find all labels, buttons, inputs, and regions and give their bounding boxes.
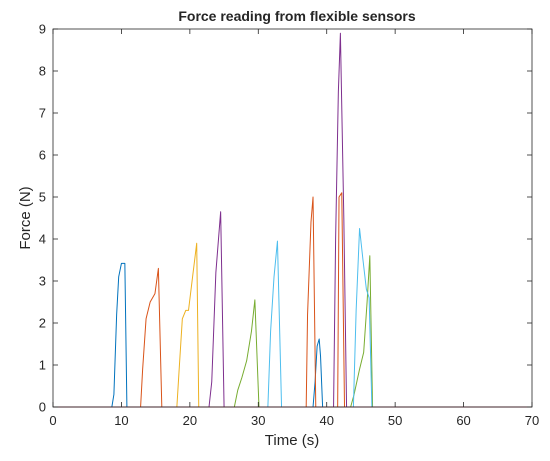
y-tick-label: 8 (39, 64, 46, 79)
series-line-2 (53, 192, 532, 408)
y-axis-label: Force (N) (17, 186, 34, 249)
y-tick-label: 0 (39, 400, 46, 415)
y-tick-label: 4 (39, 232, 46, 247)
x-tick-label: 50 (388, 413, 402, 428)
y-tick-label: 9 (39, 22, 46, 37)
x-tick-label: 60 (456, 413, 470, 428)
x-tick-label: 10 (114, 413, 128, 428)
series-line-6 (53, 228, 532, 408)
x-tick-label: 30 (251, 413, 265, 428)
y-tick-label: 1 (39, 358, 46, 373)
series-line-3 (53, 242, 532, 408)
x-axis: 0 10 20 30 40 50 60 70 (49, 29, 539, 428)
y-axis: 0 1 2 3 4 5 6 7 8 9 (39, 22, 532, 415)
x-tick-label: 40 (319, 413, 333, 428)
plot-area (52, 28, 533, 408)
y-tick-label: 7 (39, 106, 46, 121)
y-tick-label: 6 (39, 148, 46, 163)
x-axis-label: Time (s) (265, 432, 319, 449)
x-tick-label: 20 (183, 413, 197, 428)
plot-background (53, 29, 532, 407)
x-tick-label: 70 (525, 413, 539, 428)
x-tick-label: 0 (49, 413, 56, 428)
y-tick-label: 3 (39, 274, 46, 289)
y-tick-label: 2 (39, 316, 46, 331)
chart-title: Force reading from flexible sensors (178, 8, 416, 24)
y-tick-label: 5 (39, 190, 46, 205)
plot-box (52, 28, 533, 408)
